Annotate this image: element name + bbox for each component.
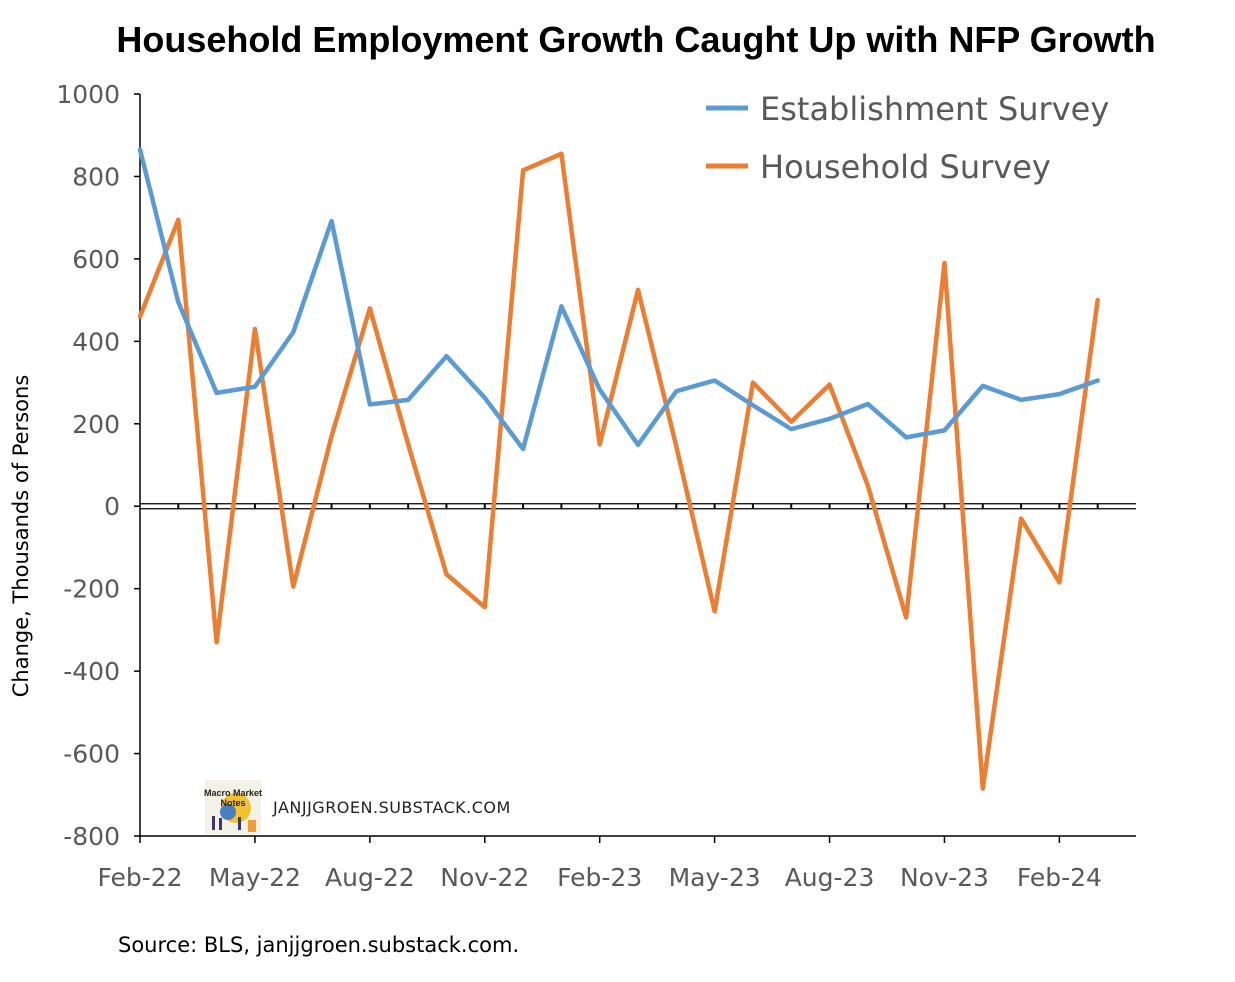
y-tick-label: 400	[72, 327, 120, 356]
watermark-text: JANJJGROEN.SUBSTACK.COM	[272, 798, 511, 817]
x-tick-label: Feb-23	[557, 863, 642, 892]
x-tick-label: Aug-23	[785, 863, 875, 892]
x-tick-label: Feb-22	[97, 863, 182, 892]
x-tick-label: Feb-24	[1017, 863, 1102, 892]
y-tick-label: -600	[63, 740, 120, 769]
x-tick-label: May-23	[669, 863, 761, 892]
x-tick-label: Aug-22	[325, 863, 415, 892]
y-tick-label: 800	[72, 162, 120, 191]
series-line-household	[137, 151, 1100, 791]
y-axis-label: Change, Thousands of Persons	[9, 375, 33, 698]
watermark-logo-text-1: Macro Market	[204, 788, 262, 798]
source-note: Source: BLS, janjjgroen.substack.com.	[118, 933, 519, 957]
watermark-logo: Macro Market Notes	[204, 780, 262, 834]
series-line-establishment	[137, 147, 1100, 452]
y-tick-label: 600	[72, 245, 120, 274]
x-tick-label: Nov-23	[900, 863, 989, 892]
y-tick-label: -800	[63, 822, 120, 851]
y-tick-label: -200	[63, 575, 120, 604]
x-tick-label: May-22	[209, 863, 301, 892]
series-lines	[137, 147, 1100, 791]
watermark: Macro Market Notes JANJJGROEN.SUBSTACK.C…	[204, 780, 511, 834]
y-tick-labels: 1000 800 600 400 200 0 -200 -400 -600 -800	[56, 80, 140, 851]
watermark-logo-text-2: Notes	[220, 798, 245, 808]
legend: Establishment Survey Household Survey	[706, 90, 1109, 186]
axes	[139, 94, 1136, 837]
y-tick-label: 1000	[56, 80, 120, 109]
legend-label-establishment: Establishment Survey	[760, 90, 1109, 128]
chart-title: Household Employment Growth Caught Up wi…	[116, 19, 1155, 60]
x-tick-label: Nov-22	[440, 863, 529, 892]
y-tick-label: -400	[63, 657, 120, 686]
x-tick-labels: Feb-22 May-22 Aug-22 Nov-22 Feb-23 May-23 Aug-…	[97, 504, 1102, 892]
y-tick-label: 0	[104, 492, 120, 521]
y-tick-label: 200	[72, 410, 120, 439]
legend-label-household: Household Survey	[760, 148, 1051, 186]
